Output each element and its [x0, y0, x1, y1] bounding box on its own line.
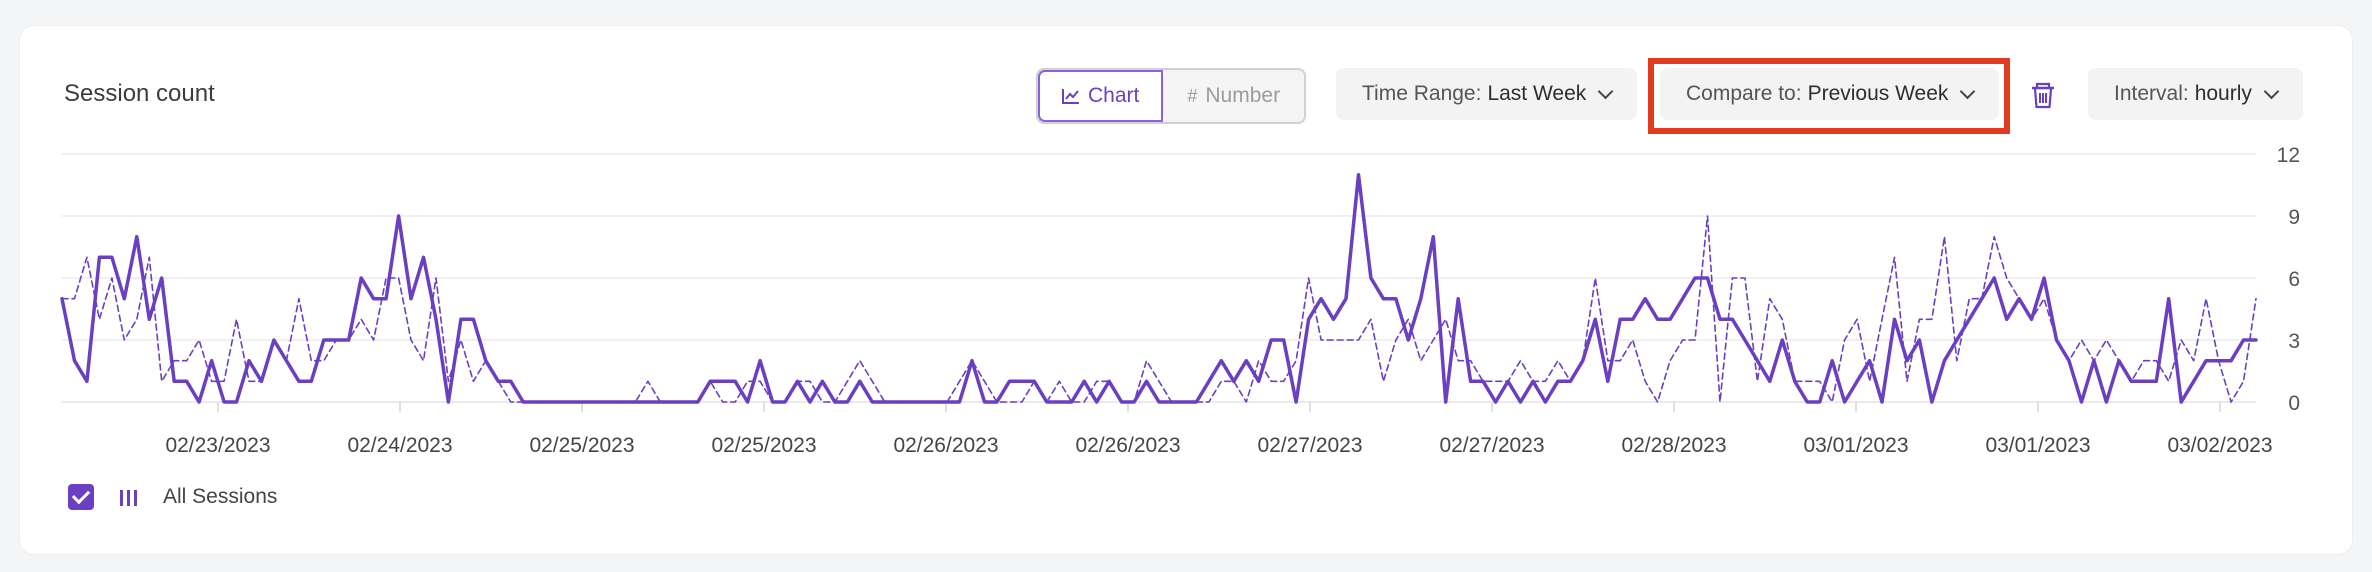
y-tick-label: 6	[2288, 268, 2300, 291]
x-tick-label: 02/26/2023	[1075, 434, 1180, 457]
compare-to-label: Compare to:	[1686, 82, 1802, 105]
view-toggle: Chart # Number	[1036, 68, 1307, 124]
compare-to-dropdown[interactable]: Compare to: Previous Week	[1660, 68, 2000, 120]
number-toggle-button[interactable]: # Number	[1163, 70, 1304, 122]
line-chart-icon	[1062, 89, 1079, 104]
time-range-value: Last Week	[1487, 82, 1587, 105]
interval-label: Interval:	[2114, 82, 2189, 105]
legend-label: All Sessions	[163, 485, 278, 508]
time-range-dropdown[interactable]: Time Range: Last Week	[1336, 68, 1638, 120]
x-tick-label: 02/27/2023	[1257, 434, 1362, 457]
all-sessions-checkbox[interactable]	[68, 484, 94, 510]
x-tick-label: 03/02/2023	[2167, 434, 2272, 457]
compare-to-value: Previous Week	[1807, 82, 1949, 105]
x-tick-label: 02/28/2023	[1621, 434, 1726, 457]
x-tick-label: 02/26/2023	[893, 434, 998, 457]
interval-value: hourly	[2194, 82, 2252, 105]
time-range-label: Time Range:	[1362, 82, 1482, 105]
x-tick-label: 02/27/2023	[1439, 434, 1544, 457]
y-tick-label: 3	[2288, 330, 2300, 353]
all-sessions-line	[60, 172, 2258, 404]
x-tick-label: 03/01/2023	[1803, 434, 1908, 457]
y-tick-label: 12	[2277, 144, 2300, 167]
trash-icon[interactable]	[2028, 80, 2058, 110]
y-tick-label: 0	[2288, 392, 2300, 415]
x-tick-label: 02/25/2023	[711, 434, 816, 457]
hash-icon: #	[1187, 85, 1198, 106]
interval-dropdown[interactable]: Interval: hourly	[2088, 68, 2303, 120]
x-tick-label: 03/01/2023	[1985, 434, 2090, 457]
chart-toggle-button[interactable]: Chart	[1038, 70, 1164, 122]
chart-toggle-label: Chart	[1088, 84, 1140, 107]
series-bars-icon	[120, 488, 137, 506]
x-tick-label: 02/23/2023	[165, 434, 270, 457]
y-tick-label: 9	[2288, 206, 2300, 229]
number-toggle-label: Number	[1205, 84, 1281, 107]
x-tick-label: 02/25/2023	[529, 434, 634, 457]
x-tick-label: 02/24/2023	[347, 434, 452, 457]
panel-title: Session count	[64, 80, 215, 107]
previous-week-line	[61, 215, 2257, 403]
chart-legend: All Sessions	[68, 484, 277, 510]
session-count-chart: 0 3 6 9 12 02/23/2023 02/24/2023 02/25/2023 02/2…	[60, 144, 2300, 457]
